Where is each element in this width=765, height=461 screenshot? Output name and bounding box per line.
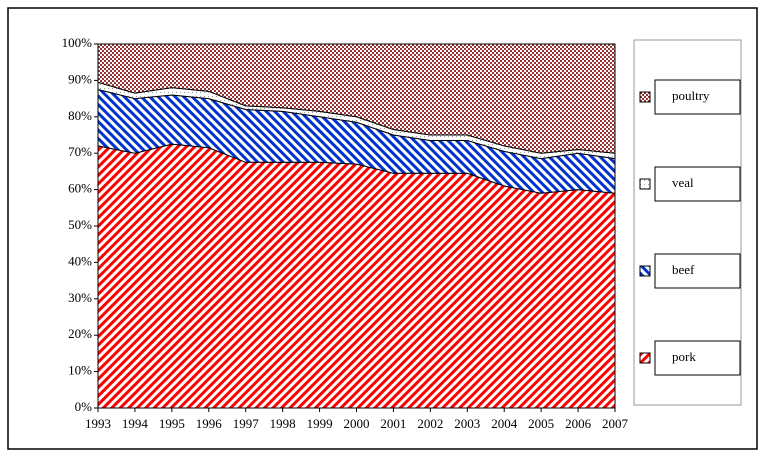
legend-label: veal	[672, 175, 694, 190]
x-tick-label: 1998	[270, 416, 296, 431]
y-tick-label: 0%	[75, 399, 93, 414]
legend-label-box	[654, 166, 741, 202]
x-tick-label: 1996	[196, 416, 223, 431]
legend-swatch	[639, 265, 651, 277]
legend-label: poultry	[672, 88, 710, 103]
x-tick-label: 2003	[454, 416, 480, 431]
y-tick-label: 50%	[68, 217, 92, 232]
x-tick-label: 1993	[85, 416, 111, 431]
legend-swatch	[639, 91, 651, 103]
legend-swatch	[639, 352, 651, 364]
legend-label-box	[654, 253, 741, 289]
x-tick-label: 1995	[159, 416, 185, 431]
x-tick-label: 2006	[565, 416, 592, 431]
x-tick-label: 1994	[122, 416, 149, 431]
frame	[7, 7, 758, 450]
legend-label: beef	[672, 262, 695, 277]
x-tick-label: 2001	[380, 416, 406, 431]
y-tick-label: 60%	[68, 181, 92, 196]
x-tick-label: 1997	[233, 416, 260, 431]
x-tick-label: 2005	[528, 416, 554, 431]
area	[97, 43, 616, 154]
x-tick-label: 2000	[344, 416, 370, 431]
y-tick-label: 30%	[68, 290, 92, 305]
legend-label: pork	[672, 349, 696, 364]
x-tick-label: 2004	[491, 416, 518, 431]
y-tick-label: 100%	[62, 35, 93, 50]
legend-swatch	[639, 178, 651, 190]
legend-label-box	[654, 79, 741, 115]
x-tick-label: 2002	[417, 416, 443, 431]
y-tick-label: 10%	[68, 363, 92, 378]
legend-label-box	[654, 340, 741, 376]
x-tick-label: 2007	[602, 416, 629, 431]
y-tick-label: 40%	[68, 253, 92, 268]
x-tick-label: 1999	[307, 416, 333, 431]
y-tick-label: 80%	[68, 108, 92, 123]
y-tick-label: 70%	[68, 144, 92, 159]
y-tick-label: 20%	[68, 326, 92, 341]
y-tick-label: 90%	[68, 71, 92, 86]
